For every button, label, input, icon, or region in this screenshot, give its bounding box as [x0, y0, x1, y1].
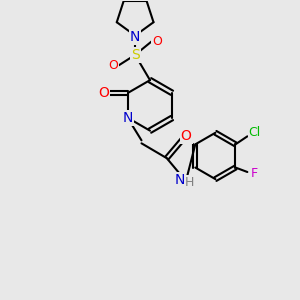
Text: S: S	[131, 48, 140, 62]
Text: O: O	[109, 59, 118, 72]
Text: N: N	[130, 30, 140, 44]
Text: F: F	[250, 167, 257, 180]
Text: Cl: Cl	[249, 126, 261, 139]
Text: O: O	[152, 35, 162, 48]
Text: N: N	[123, 111, 133, 125]
Text: H: H	[185, 176, 194, 189]
Text: O: O	[98, 86, 109, 100]
Text: N: N	[175, 173, 185, 188]
Text: O: O	[181, 129, 191, 143]
